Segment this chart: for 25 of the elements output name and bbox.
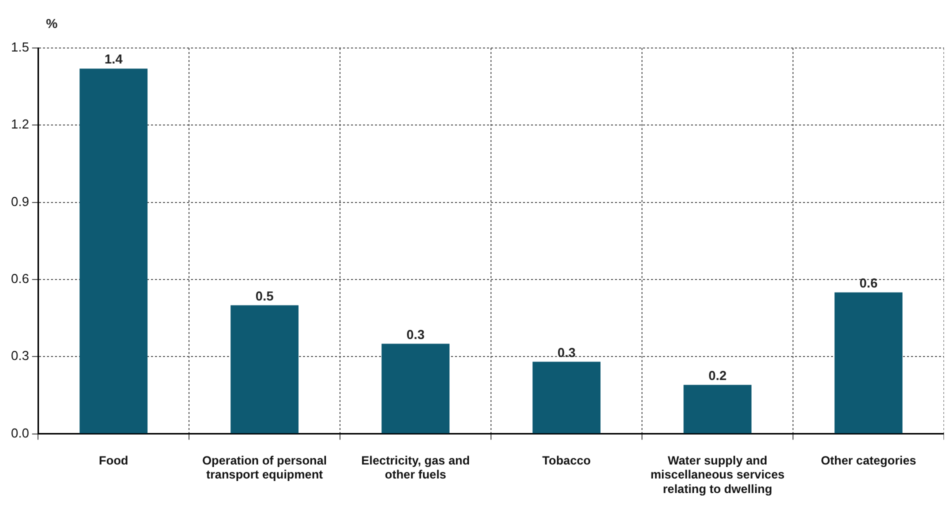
x-tick-label: Tobacco [542,453,591,468]
bar [230,305,299,434]
y-tick-label: 0.0 [10,425,30,440]
y-tick-label: 1.2 [10,116,30,132]
data-label: 0.2 [708,368,727,384]
x-tick-label: Water supply and miscellaneous services relating to dwelling [650,453,785,496]
data-label: 0.5 [256,288,274,304]
bar [834,292,902,434]
y-tick-label: 1.5 [10,40,30,55]
bar [532,362,600,434]
bar [382,344,450,434]
data-label: 0.3 [406,326,425,342]
y-tick-label: 0.9 [10,194,30,209]
x-tick-label: Food [98,453,128,468]
y-axis-title: % [46,16,58,32]
bar [684,384,752,434]
y-tick-label: 0.6 [10,271,30,286]
data-label: 0.3 [557,344,576,360]
bar [80,68,148,434]
x-tick-label: Operation of personal transport equipment [202,453,327,482]
data-label: 1.4 [104,52,124,67]
data-label: 0.6 [859,275,878,290]
x-tick-label: Other categories [820,453,917,468]
x-tick-label: Electricity, gas and other fuels [361,453,470,482]
y-tick-label: 0.3 [10,348,30,364]
